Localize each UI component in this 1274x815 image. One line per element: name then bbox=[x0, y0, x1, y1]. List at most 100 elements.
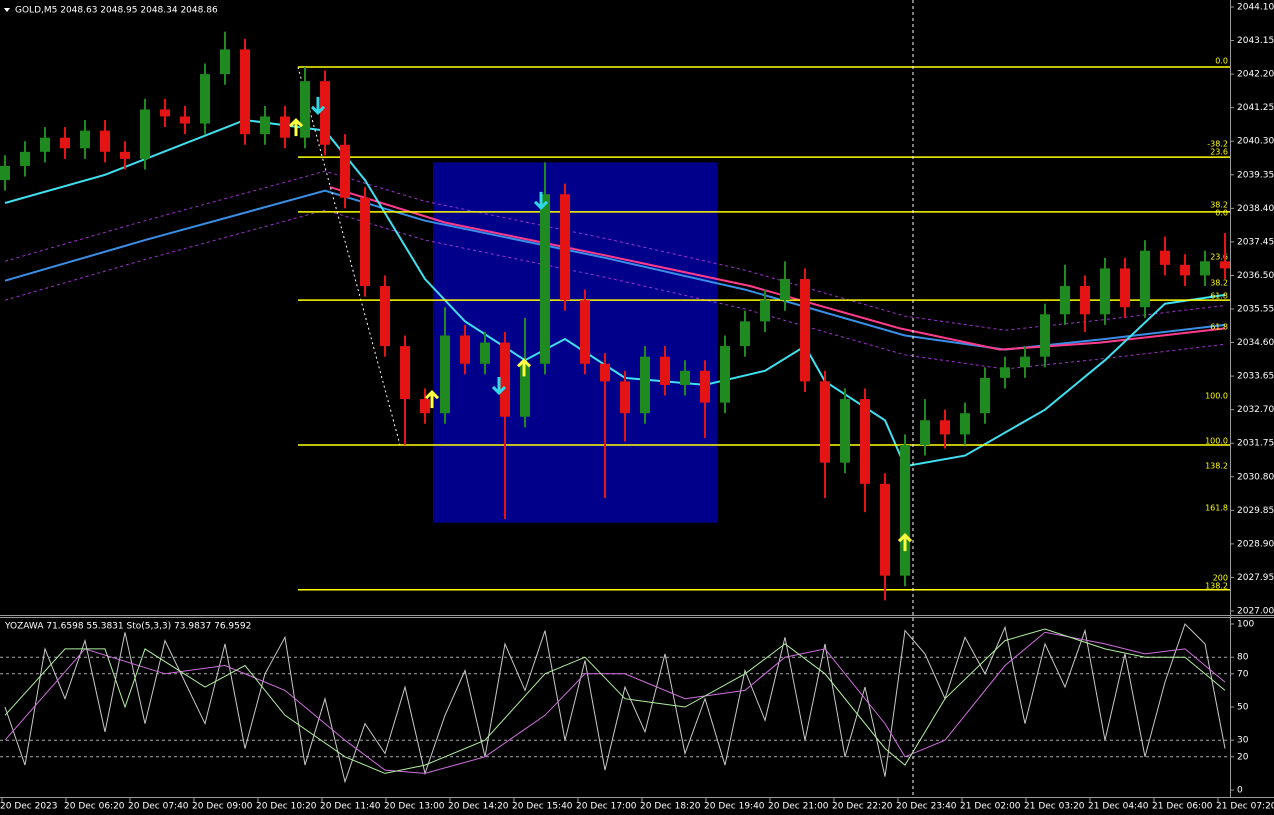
fib-label: 0.0 bbox=[1215, 208, 1228, 217]
candle-body bbox=[960, 413, 970, 435]
candle-body bbox=[120, 151, 130, 159]
y-tick-label: 30 bbox=[1237, 736, 1249, 746]
signal-arrow bbox=[533, 191, 549, 210]
candle-body bbox=[620, 381, 630, 414]
candle-body bbox=[700, 370, 710, 403]
candle-body bbox=[1140, 250, 1150, 308]
candle-body bbox=[220, 49, 230, 75]
candle-body bbox=[680, 370, 690, 385]
candle-body bbox=[560, 194, 570, 301]
trendline bbox=[297, 66, 401, 446]
candle-body bbox=[860, 399, 870, 484]
candle-body bbox=[880, 483, 890, 576]
candle-body bbox=[160, 109, 170, 117]
x-tick-label: 21 Dec 06:00 bbox=[1152, 802, 1213, 812]
candle-body bbox=[1020, 356, 1030, 368]
x-tick-label: 20 Dec 21:00 bbox=[768, 802, 829, 812]
y-tick-label: 2044.10 bbox=[1237, 3, 1274, 13]
candle-body bbox=[40, 137, 50, 152]
candle-body bbox=[740, 321, 750, 347]
candle-body bbox=[520, 363, 530, 417]
candle-body bbox=[180, 116, 190, 124]
candle-body bbox=[1100, 268, 1110, 315]
signal-arrow bbox=[897, 533, 913, 552]
signal-arrow bbox=[288, 118, 304, 137]
indicator-title: YOZAWA 71.6598 55.3831 Sto(5,3,3) 73.983… bbox=[4, 622, 251, 632]
candle-body bbox=[840, 399, 850, 463]
candle-body bbox=[0, 165, 10, 181]
fib-label: 38.2 bbox=[1210, 279, 1228, 288]
fib-label: 138.2 bbox=[1205, 462, 1228, 471]
y-tick-label: 2028.90 bbox=[1237, 539, 1274, 549]
y-tick-label: 2040.30 bbox=[1237, 137, 1274, 147]
x-tick-label: 20 Dec 06:20 bbox=[64, 802, 125, 812]
y-tick-label: 80 bbox=[1237, 653, 1249, 663]
candle-body bbox=[800, 278, 810, 382]
x-tick-label: 20 Dec 17:00 bbox=[576, 802, 637, 812]
x-tick-label: 20 Dec 07:40 bbox=[128, 802, 189, 812]
fib-label: 0.0 bbox=[1215, 57, 1228, 66]
candle-body bbox=[760, 300, 770, 322]
fib-label: 38.2 bbox=[1210, 201, 1228, 210]
candle-body bbox=[80, 130, 90, 149]
y-tick-label: 2027.00 bbox=[1237, 607, 1274, 617]
candle-body bbox=[920, 420, 930, 445]
y-tick-label: 2039.35 bbox=[1237, 170, 1274, 180]
candle-body bbox=[280, 116, 290, 138]
x-tick-label: 20 Dec 19:40 bbox=[704, 802, 765, 812]
moving-average bbox=[329, 186, 1226, 351]
y-tick-label: 2041.25 bbox=[1237, 103, 1274, 113]
moving-average bbox=[4, 209, 1226, 370]
candle-body bbox=[780, 278, 790, 301]
candle-body bbox=[340, 144, 350, 198]
x-tick-label: 20 Dec 10:20 bbox=[256, 802, 317, 812]
candle-body bbox=[440, 335, 450, 414]
indicator-line bbox=[4, 631, 1226, 774]
y-tick-label: 70 bbox=[1237, 669, 1249, 679]
y-tick-label: 2031.75 bbox=[1237, 439, 1274, 449]
x-tick-label: 20 Dec 23:40 bbox=[896, 802, 957, 812]
signal-arrow bbox=[310, 96, 326, 115]
candle-body bbox=[720, 346, 730, 403]
x-tick-label: 20 Dec 13:00 bbox=[384, 802, 445, 812]
y-tick-label: 20 bbox=[1237, 752, 1249, 762]
x-tick-label: 20 Dec 18:20 bbox=[640, 802, 701, 812]
y-tick-label: 2036.50 bbox=[1237, 271, 1274, 281]
candle-body bbox=[1160, 250, 1170, 265]
menu-icon[interactable] bbox=[4, 8, 10, 12]
y-tick-label: 2043.15 bbox=[1237, 36, 1274, 46]
fib-label: 161.8 bbox=[1205, 503, 1228, 512]
y-tick-label: 2038.40 bbox=[1237, 204, 1274, 214]
fib-label: 200 bbox=[1213, 573, 1228, 582]
candle-body bbox=[540, 194, 550, 364]
candle-body bbox=[460, 335, 470, 364]
candle-body bbox=[1060, 286, 1070, 315]
x-tick-label: 21 Dec 02:00 bbox=[960, 802, 1021, 812]
candle-body bbox=[820, 381, 830, 463]
candle-body bbox=[300, 81, 310, 138]
candle-body bbox=[1200, 261, 1210, 276]
y-tick-label: 2037.45 bbox=[1237, 237, 1274, 247]
candle-body bbox=[420, 399, 430, 414]
candle-body bbox=[1080, 286, 1090, 315]
fib-label: 23.6 bbox=[1210, 148, 1228, 157]
candle-body bbox=[140, 109, 150, 159]
candle-body bbox=[640, 356, 650, 414]
y-tick-label: 2034.60 bbox=[1237, 338, 1274, 348]
candle-body bbox=[1180, 264, 1190, 276]
candle-body bbox=[1220, 261, 1230, 269]
fib-label: 100.0 bbox=[1205, 391, 1228, 400]
moving-average bbox=[4, 170, 1226, 331]
x-tick-label: 20 Dec 11:40 bbox=[320, 802, 381, 812]
candle-body bbox=[320, 81, 330, 145]
candle-body bbox=[900, 444, 910, 576]
candle-body bbox=[100, 130, 110, 152]
fib-label: 61.8 bbox=[1210, 323, 1228, 332]
candle-body bbox=[580, 300, 590, 364]
zone-rectangle bbox=[433, 162, 717, 523]
x-tick-label: 21 Dec 04:40 bbox=[1088, 802, 1149, 812]
y-tick-label: 2042.20 bbox=[1237, 70, 1274, 80]
chart-title: GOLD,M5 2048.63 2048.95 2048.34 2048.86 bbox=[15, 6, 218, 16]
